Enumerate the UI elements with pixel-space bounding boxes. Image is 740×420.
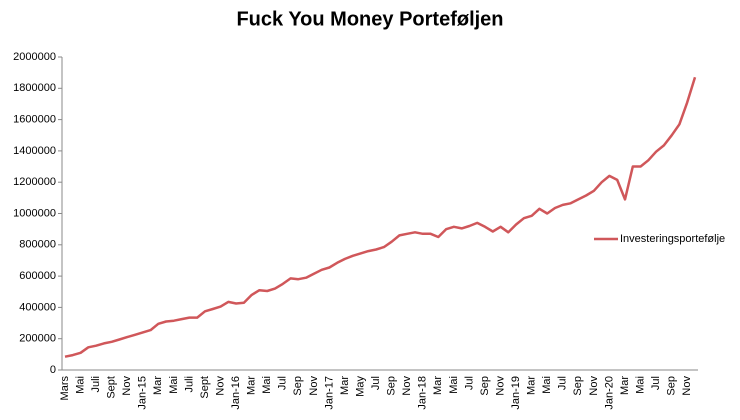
x-tick-label: Nov [401,376,413,396]
x-tick-label: Mai [448,376,460,394]
x-tick-label: Mai [74,376,86,394]
x-tick-label: Juli [183,376,195,393]
x-tick-label: Jan-17 [323,376,335,410]
x-tick-label: Mar [619,376,631,395]
x-tick-label: Nov [308,376,320,396]
x-tick-label: Mar [246,376,258,395]
x-tick-label: Sep [386,376,398,396]
x-tick-label: Nov [588,376,600,396]
x-tick-label: Sept [199,376,211,399]
x-tick-label: Sep [666,376,678,396]
x-tick-label: Mar [339,376,351,395]
x-tick-label: Nov [494,376,506,396]
x-tick-label: Mar [432,376,444,395]
x-tick-label: Jan-18 [417,376,429,410]
x-tick-label: Jul [650,376,662,390]
x-tick-label: Juli [90,376,102,393]
x-tick-label: Nov [121,376,133,396]
x-tick-label: Sep [292,376,304,396]
x-tick-label: Mai [634,376,646,394]
x-tick-label: Jul [370,376,382,390]
x-tick-label: Jan-20 [603,376,615,410]
x-tick-label: Sep [479,376,491,396]
x-tick-label: Jul [277,376,289,390]
line-series [64,76,697,358]
y-tick-label: 200000 [19,333,56,345]
y-tick-label: 1800000 [13,82,56,94]
x-tick-label: Mai [541,376,553,394]
y-tick-label: 2000000 [13,51,56,63]
x-tick-label: Mai [168,376,180,394]
x-tick-label: Sep [572,376,584,396]
y-tick-label: 0 [50,364,56,376]
y-tick-label: 1200000 [13,176,56,188]
y-tick-label: 800000 [19,239,56,251]
chart-title: Fuck You Money Porteføljen [236,8,503,30]
x-tick-label: Sept [106,376,118,399]
x-tick-label: Jul [463,376,475,390]
x-tick-label: Jan-19 [510,376,522,410]
x-tick-label: Nov [681,376,693,396]
x-tick-label: Mar [152,376,164,395]
y-tick-label: 1600000 [13,114,56,126]
x-tick-label: Nov [214,376,226,396]
y-tick-label: 400000 [19,301,56,313]
x-tick-label: Jan-16 [230,376,242,410]
x-tick-label: Mars [59,376,71,401]
y-tick-label: 600000 [19,270,56,282]
x-tick-label: Jul [557,376,569,390]
x-tick-label: Jan-15 [137,376,149,410]
x-tick-label: Mar [526,376,538,395]
y-tick-label: 1000000 [13,207,56,219]
legend-label: Investeringsportefølje [620,233,725,245]
x-tick-label: May [354,376,366,397]
x-tick-label: Mai [261,376,273,394]
y-tick-label: 1400000 [13,145,56,157]
